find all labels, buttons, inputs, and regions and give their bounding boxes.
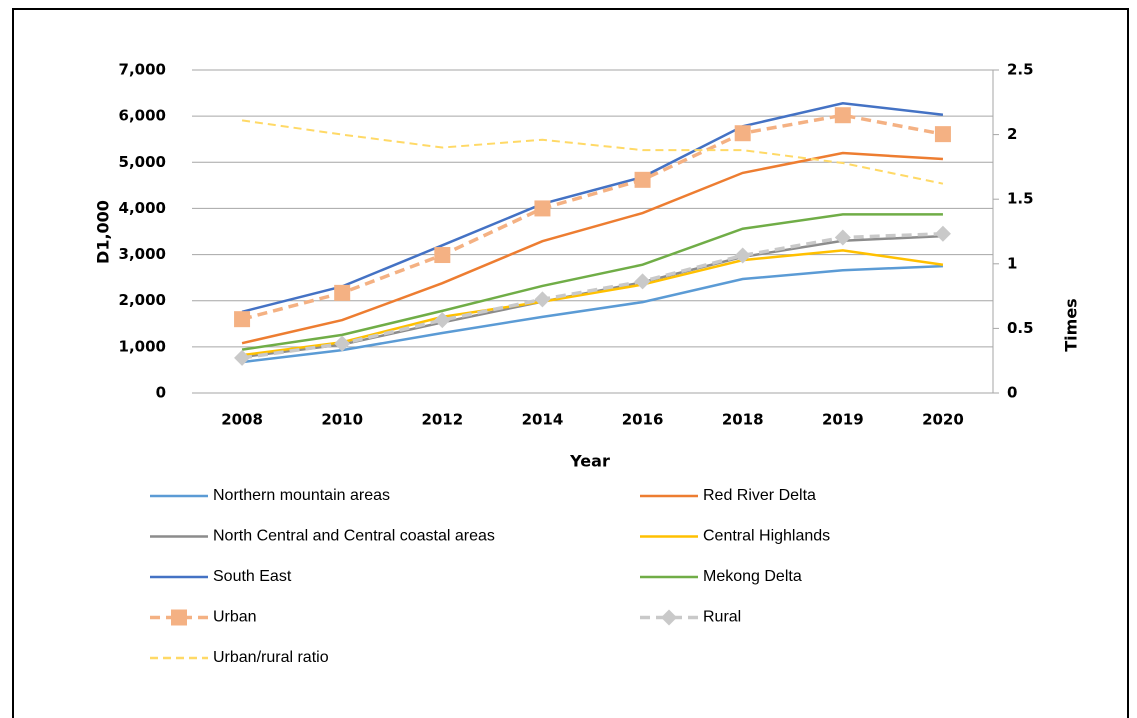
legend-label: Urban (213, 609, 257, 626)
series-line (241, 264, 943, 364)
y2-tick-label: 1.5 (1007, 190, 1034, 208)
marker (734, 125, 751, 142)
y2-axis-label: Times (1062, 298, 1081, 351)
y-tick-label: 0 (156, 384, 166, 402)
marker (334, 335, 351, 352)
y-tick-label: 6,000 (119, 107, 166, 125)
marker (934, 126, 951, 143)
legend-marker (661, 609, 677, 626)
y2-tick-label: 2.5 (1007, 61, 1034, 79)
marker (734, 247, 751, 264)
legend-label: Northern mountain areas (213, 487, 390, 504)
series-line (241, 151, 944, 345)
marker (234, 311, 251, 328)
legend-label: Urban/rural ratio (213, 649, 329, 666)
x-tick-label: 2008 (221, 411, 263, 429)
marker (634, 171, 651, 188)
legend-marker (171, 609, 187, 626)
series-line (241, 113, 944, 321)
marker (434, 312, 451, 329)
marker (234, 349, 251, 366)
y-tick-label: 4,000 (119, 199, 166, 217)
marker (834, 107, 851, 124)
series-line (241, 101, 944, 314)
marker (334, 284, 351, 301)
marker (934, 225, 951, 242)
legend-label: Mekong Delta (703, 568, 802, 585)
y-tick-label: 1,000 (119, 337, 166, 355)
x-axis-label: Year (569, 452, 610, 471)
y2-tick-label: 1 (1007, 254, 1017, 272)
y2-tick-label: 0.5 (1007, 319, 1034, 337)
x-tick-label: 2010 (321, 411, 363, 429)
legend-label: South East (213, 568, 292, 585)
marker (634, 273, 651, 290)
x-tick-label: 2016 (622, 411, 664, 429)
legend-label: Red River Delta (703, 487, 816, 504)
y2-tick-label: 0 (1007, 384, 1017, 402)
x-tick-label: 2020 (922, 411, 964, 429)
marker (834, 229, 851, 246)
x-tick-label: 2014 (522, 411, 564, 429)
y2-tick-label: 2 (1007, 125, 1017, 143)
series-line (241, 232, 944, 360)
marker (534, 291, 551, 308)
series-line (241, 249, 944, 357)
legend-label: Central Highlands (703, 528, 830, 545)
x-tick-label: 2012 (421, 411, 463, 429)
y-tick-label: 3,000 (119, 245, 166, 263)
x-tick-label: 2019 (822, 411, 864, 429)
series-line (241, 213, 943, 351)
y-axis-label: D1,000 (94, 200, 113, 264)
frame (12, 8, 1129, 718)
series-line (241, 119, 944, 185)
marker (434, 247, 451, 264)
y-tick-label: 2,000 (119, 291, 166, 309)
y-tick-label: 5,000 (119, 153, 166, 171)
legend-label: North Central and Central coastal areas (213, 528, 495, 545)
y-tick-label: 7,000 (119, 61, 166, 79)
marker (534, 200, 551, 217)
legend-label: Rural (703, 609, 741, 626)
x-tick-label: 2018 (722, 411, 764, 429)
